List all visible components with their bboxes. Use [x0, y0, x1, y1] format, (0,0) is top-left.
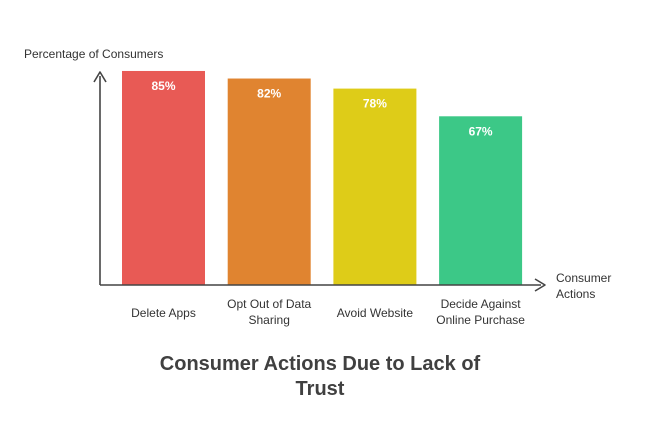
category-label-3: Avoid Website [337, 306, 414, 320]
axes-group [93, 71, 546, 292]
labels-group: 85% Delete Apps 82% Opt Out of Data Sharing 7… [24, 47, 611, 400]
y-axis-arrow [93, 71, 107, 83]
x-axis-arrow [534, 278, 546, 292]
category-label-4-line-1: Decide Against [441, 297, 522, 311]
category-label-2-line-1: Opt Out of Data [227, 297, 311, 311]
bar-value-label-1: 85% [151, 79, 175, 93]
bar-1 [122, 70, 205, 285]
bar-value-label-3: 78% [363, 97, 387, 111]
bar-4 [439, 116, 523, 285]
chart-title-line-2: Trust [296, 378, 345, 400]
bar-value-label-2: 82% [257, 87, 281, 101]
bar-value-label-4: 67% [469, 124, 493, 138]
category-label-2-line-2: Sharing [249, 313, 290, 327]
bar-3 [333, 88, 417, 285]
x-axis-title-line-2: Actions [556, 287, 595, 301]
category-label-1: Delete Apps [131, 306, 196, 320]
bars-group [122, 70, 523, 285]
chart-title-line-1: Consumer Actions Due to Lack of [160, 353, 481, 375]
bar-2 [227, 78, 311, 285]
category-label-4-line-2: Online Purchase [436, 313, 525, 327]
x-axis-title-line-1: Consumer [556, 271, 611, 285]
y-axis-title: Percentage of Consumers [24, 47, 163, 61]
